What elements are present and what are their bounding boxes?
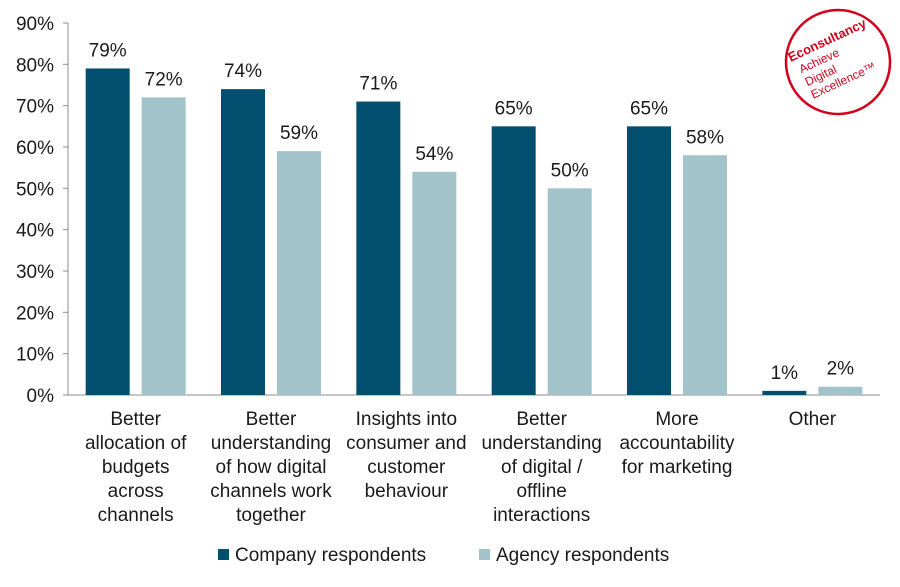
x-category-label: accountability — [619, 433, 735, 454]
logo-ring — [784, 8, 892, 116]
x-category-label: consumer and — [346, 433, 466, 454]
x-category-label: Better — [516, 409, 567, 430]
bar — [491, 126, 536, 395]
y-tick-label: 70% — [16, 97, 54, 118]
x-category-label: of how digital — [216, 457, 327, 478]
bar — [818, 386, 863, 395]
x-category-label: across — [108, 481, 164, 502]
y-axis: 0% 10% 20% 30% 40% 50% 60% 70% 80% 90% — [16, 14, 880, 407]
x-category-label: of digital / — [501, 457, 583, 478]
bar — [627, 126, 671, 395]
bar — [85, 68, 130, 395]
bar — [277, 151, 321, 395]
bar — [356, 101, 401, 396]
y-tick-label: 50% — [16, 179, 54, 200]
x-category-label: channels work — [210, 481, 332, 502]
data-label: 2% — [827, 359, 855, 380]
data-label: 71% — [359, 74, 397, 95]
y-tick-label: 0% — [27, 386, 55, 407]
x-category-label: Insights into — [356, 409, 457, 430]
x-category-label: allocation of — [85, 433, 187, 454]
data-label: 79% — [89, 40, 127, 61]
econsultancy-logo: Econsultancy Achieve Digital Excellence™ — [784, 8, 892, 116]
bar — [141, 97, 186, 396]
data-label: 72% — [145, 69, 183, 90]
data-labels-group: 79% 72% 74% 59% 71% 54% 65% 50% 65% 58% 1% 2% — [89, 40, 855, 383]
x-category-label: interactions — [493, 505, 590, 526]
data-label: 65% — [495, 98, 533, 119]
data-label: 54% — [415, 144, 453, 165]
y-tick-label: 60% — [16, 138, 54, 159]
bar — [683, 155, 727, 395]
bar — [412, 171, 457, 395]
data-label: 58% — [686, 127, 724, 148]
bars-group — [85, 68, 863, 396]
x-category-label: understanding — [481, 433, 601, 454]
bar — [547, 188, 592, 395]
x-category-label: customer — [367, 457, 446, 478]
bar — [762, 390, 807, 395]
legend-swatch — [218, 549, 229, 560]
legend: Company respondents Agency respondents — [218, 545, 669, 566]
data-label: 1% — [771, 363, 799, 384]
x-category-label: Better — [110, 409, 161, 430]
data-label: 59% — [280, 123, 318, 144]
x-category-label: offline — [516, 481, 566, 502]
data-label: 74% — [224, 61, 262, 82]
legend-label: Agency respondents — [496, 545, 669, 566]
legend-label: Company respondents — [235, 545, 426, 566]
x-category-label: Better — [246, 409, 297, 430]
x-category-label: behaviour — [365, 481, 449, 502]
legend-swatch — [479, 549, 490, 560]
x-category-label: budgets — [102, 457, 170, 478]
x-category-label: for marketing — [622, 457, 733, 478]
x-category-label: Other — [789, 409, 837, 430]
data-label: 50% — [551, 160, 589, 181]
x-category-label: understanding — [211, 433, 331, 454]
y-tick-label: 90% — [16, 14, 54, 35]
x-category-label: More — [655, 409, 698, 430]
y-tick-label: 40% — [16, 221, 54, 242]
y-tick-label: 80% — [16, 55, 54, 76]
bar — [221, 89, 265, 395]
category-labels-group: Better allocation of budgets across channels… — [85, 409, 837, 526]
y-tick-label: 20% — [16, 303, 54, 324]
y-tick-label: 10% — [16, 345, 54, 366]
x-category-label: channels — [98, 505, 174, 526]
x-category-label: together — [236, 505, 306, 526]
y-tick-label: 30% — [16, 262, 54, 283]
data-label: 65% — [630, 98, 668, 119]
